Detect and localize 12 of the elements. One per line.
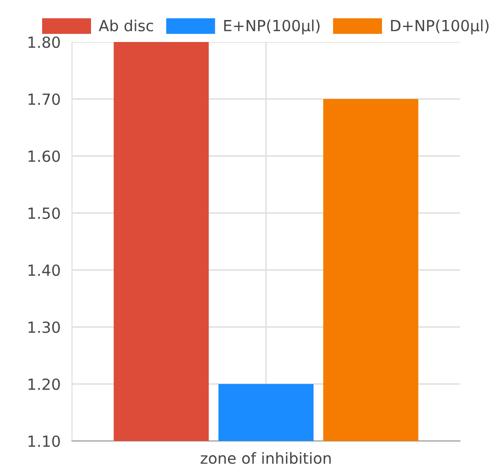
y-tick-label: 1.40 — [28, 264, 60, 276]
x-tick-label: zone of inhibition — [200, 452, 331, 464]
y-tick-label: 1.70 — [28, 93, 60, 106]
legend-label: Ab disc — [98, 20, 154, 32]
y-tick-label: 1.50 — [28, 207, 60, 220]
y-tick-label: 1.60 — [28, 150, 60, 162]
y-tick-label: 1.10 — [28, 435, 60, 448]
legend-label: E+NP(100µl) — [224, 20, 320, 34]
y-tick-label: 1.30 — [28, 321, 60, 334]
legend-label: D+NP(100µl) — [391, 20, 489, 34]
y-tick-label: 1.80 — [28, 36, 60, 48]
y-tick-label: 1.20 — [28, 378, 60, 390]
